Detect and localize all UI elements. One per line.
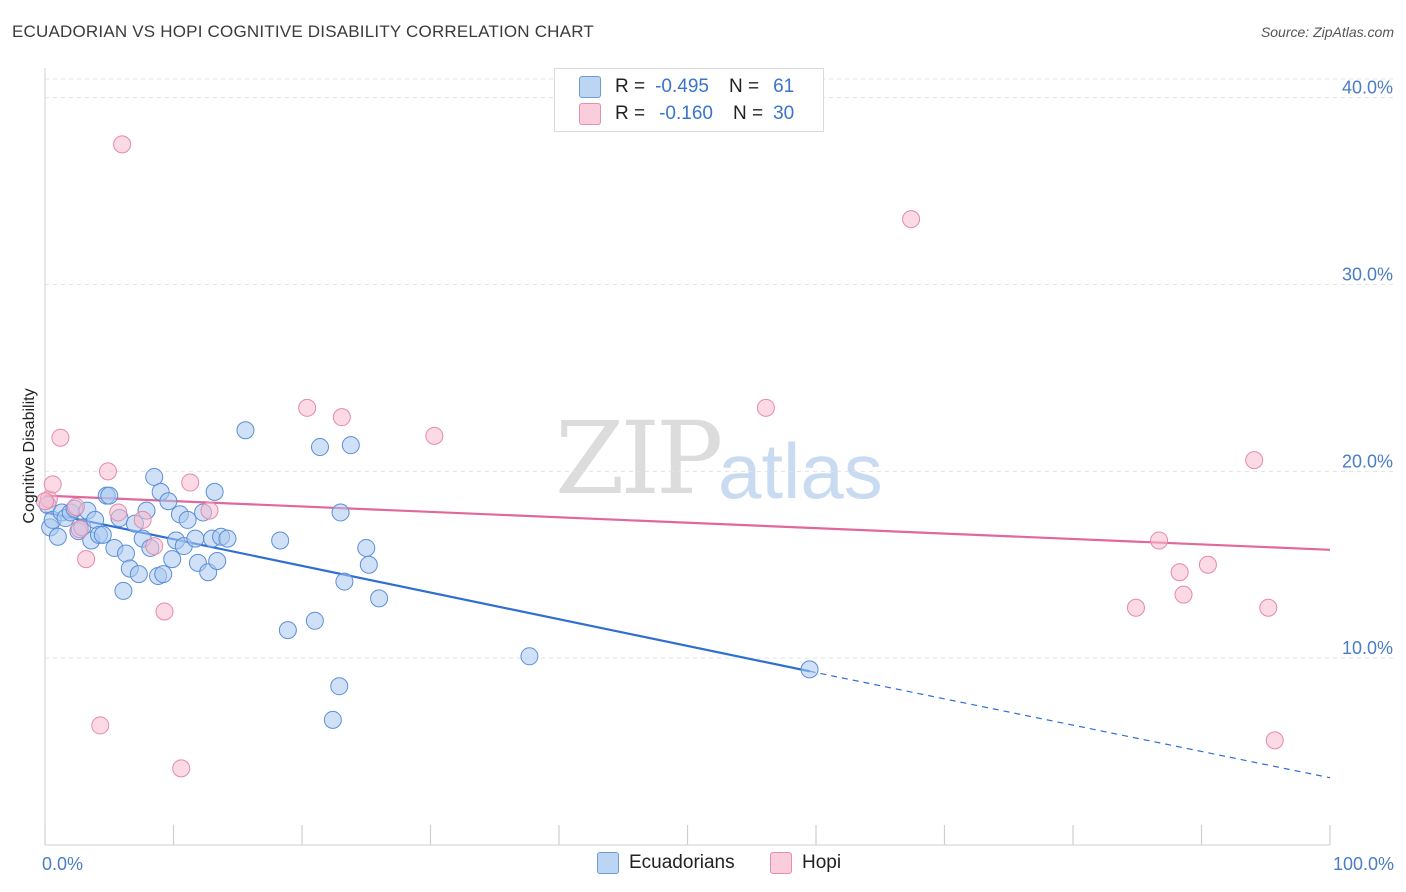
point-ecuadorians [310, 438, 329, 457]
x-tick-label: 100.0% [1333, 854, 1394, 874]
legend-swatch-ecuadorians [579, 76, 601, 98]
point-hopi [1259, 598, 1278, 617]
point-hopi [155, 602, 174, 621]
series-swatch-hopi [770, 852, 792, 874]
point-ecuadorians [163, 550, 182, 569]
point-hopi [1150, 531, 1169, 550]
point-ecuadorians [331, 503, 350, 522]
point-hopi [109, 503, 128, 522]
point-ecuadorians [114, 581, 133, 600]
y-tick-label: 30.0% [1342, 265, 1393, 285]
point-hopi [91, 716, 110, 735]
legend-r-label: R = [615, 103, 646, 124]
point-hopi [1174, 585, 1193, 604]
legend-swatch-hopi [579, 103, 601, 125]
legend-row-ecuadorians: R = -0.495 N = 61 [579, 75, 794, 99]
data-points [36, 135, 1284, 778]
point-ecuadorians [236, 421, 255, 440]
series-label-ecuadorians: Ecuadorians [629, 852, 735, 873]
point-ecuadorians [154, 565, 173, 584]
series-legend: Ecuadorians Hopi [0, 852, 1406, 878]
series-legend-ecuadorians: Ecuadorians [597, 852, 735, 874]
point-hopi [66, 497, 85, 516]
series-legend-hopi: Hopi [770, 852, 841, 874]
point-ecuadorians [145, 467, 164, 486]
point-hopi [43, 475, 62, 494]
point-hopi [145, 537, 164, 556]
point-hopi [36, 492, 54, 511]
point-hopi [1170, 563, 1189, 582]
trend-lines [44, 494, 1331, 779]
point-ecuadorians [116, 544, 135, 563]
legend-n-label: N = [732, 103, 764, 124]
legend-n-value: 61 [773, 76, 795, 97]
point-ecuadorians [208, 552, 227, 571]
legend-n-value: 30 [773, 103, 795, 124]
point-hopi [77, 550, 96, 569]
point-ecuadorians [357, 538, 376, 557]
trend-line-ecuadorians [44, 511, 810, 673]
point-ecuadorians [218, 529, 237, 548]
axes [44, 68, 1331, 846]
point-ecuadorians [278, 621, 297, 640]
legend-r-value: -0.495 [655, 76, 709, 97]
point-ecuadorians [48, 527, 67, 546]
legend-r-label: R = [615, 76, 646, 97]
point-ecuadorians [159, 492, 178, 511]
point-ecuadorians [330, 677, 349, 696]
series-label-hopi: Hopi [802, 852, 842, 873]
point-hopi [70, 520, 89, 539]
point-hopi [1245, 451, 1264, 470]
x-tick-label: 0.0% [42, 854, 83, 874]
point-ecuadorians [341, 436, 360, 455]
chart-title: ECUADORIAN VS HOPI COGNITIVE DISABILITY … [12, 22, 594, 41]
point-hopi [332, 408, 351, 427]
point-ecuadorians [271, 531, 290, 550]
y-tick-label: 40.0% [1342, 78, 1393, 98]
point-ecuadorians [129, 565, 148, 584]
point-hopi [172, 759, 191, 778]
point-ecuadorians [370, 589, 389, 608]
legend-r-value: -0.160 [659, 103, 713, 124]
y-axis-label: Cognitive Disability [21, 388, 38, 524]
legend-row-hopi: R = -0.160 N = 30 [579, 102, 794, 126]
point-hopi [113, 135, 132, 154]
series-swatch-ecuadorians [597, 852, 619, 874]
tick-labels: 10.0% 20.0% 30.0% 40.0% 0.0% 100.0% [42, 78, 1394, 874]
point-ecuadorians [86, 510, 105, 529]
point-ecuadorians [186, 529, 205, 548]
point-ecuadorians [100, 486, 119, 505]
point-ecuadorians [205, 482, 224, 501]
point-hopi [1265, 731, 1284, 750]
y-tick-label: 10.0% [1342, 638, 1393, 658]
point-hopi [98, 462, 117, 481]
trend-line-hopi [44, 494, 1331, 551]
point-ecuadorians [359, 555, 378, 574]
point-hopi [181, 473, 200, 492]
legend-n-label: N = [728, 76, 760, 97]
point-ecuadorians [520, 647, 539, 666]
point-hopi [1198, 555, 1217, 574]
point-hopi [200, 501, 219, 520]
source-label: Source: ZipAtlas.com [1260, 24, 1394, 40]
point-hopi [902, 210, 921, 229]
watermark-zip: ZIP [555, 400, 723, 517]
point-ecuadorians [323, 710, 342, 729]
point-hopi [1126, 598, 1145, 617]
point-ecuadorians [305, 611, 324, 630]
trend-line-extension [809, 670, 1331, 779]
point-hopi [133, 510, 152, 529]
point-hopi [756, 398, 775, 417]
point-hopi [51, 428, 70, 447]
point-ecuadorians [335, 572, 354, 591]
stats-legend: R = -0.495 N = 61 R = -0.160 N = 30 [554, 68, 824, 132]
point-hopi [298, 398, 317, 417]
gridlines [45, 78, 1394, 659]
y-tick-label: 20.0% [1342, 451, 1393, 471]
point-ecuadorians [93, 525, 112, 544]
point-ecuadorians [800, 660, 819, 679]
point-ecuadorians [178, 510, 197, 529]
point-hopi [425, 426, 444, 445]
